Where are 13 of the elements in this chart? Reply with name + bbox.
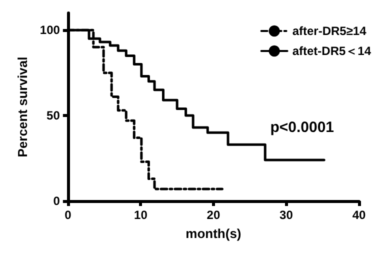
x-tick-label: 40 — [352, 208, 366, 222]
legend-label: aftet-DR5＜14 — [292, 44, 372, 58]
y-tick-label: 100 — [40, 23, 60, 38]
x-tick-label: 10 — [134, 208, 148, 222]
annotation: p<0.0001 — [270, 119, 334, 136]
x-tick-label: 30 — [280, 208, 294, 222]
x-tick-label: 20 — [206, 208, 220, 222]
legend-label: after-DR5≥14 — [292, 24, 367, 38]
x-tick-label: 0 — [64, 208, 72, 222]
y-tick-label: 0 — [53, 194, 60, 208]
x-axis-title: month(s) — [186, 226, 242, 241]
y-tick-label: 50 — [46, 108, 60, 123]
y-axis-title: Percent survival — [15, 56, 30, 158]
